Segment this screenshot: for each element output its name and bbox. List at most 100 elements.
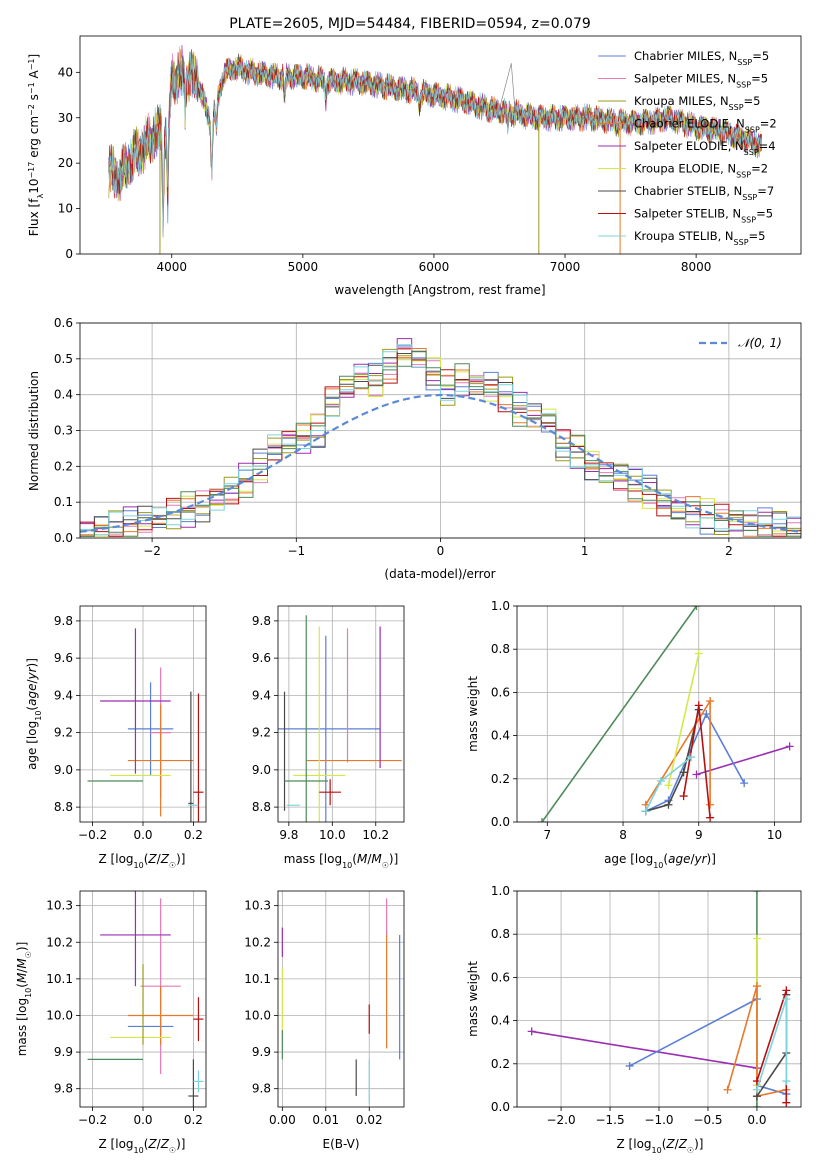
y-axis-label: mass weight (466, 961, 480, 1037)
spectrum-axes: 4000 5000 6000 7000 8000 0 10 20 30 40 (58, 65, 712, 274)
text-span: =5 (752, 49, 769, 63)
legend-label: Chabrier STELIB, NSSP=7 (634, 184, 774, 202)
series-marker (752, 891, 761, 895)
y-tick-label: 9.6 (54, 651, 73, 665)
text-span: Salpeter STELIB, N (634, 207, 741, 221)
text-span: A (27, 69, 41, 82)
text-span: ] (27, 54, 41, 59)
x-tick-label: 0.0 (133, 828, 152, 842)
text-span: ☉ (24, 951, 33, 958)
y-axis-label: mass [log10(M/M☉)] (15, 942, 33, 1057)
y-tick-label: 0.8 (491, 642, 510, 656)
text-span: Z [log (617, 1137, 652, 1151)
x-tick-label: 10.2 (362, 828, 389, 842)
x-tick-label: 2 (725, 544, 733, 558)
histogram-step-green (80, 351, 801, 537)
text-span: Chabrier MILES, N (634, 49, 737, 63)
series-line (645, 709, 700, 812)
text-span: 10 (342, 861, 352, 870)
x-axis-label: wavelength [Angstrom, rest frame] (334, 283, 545, 297)
y-axis-label: mass weight (466, 676, 480, 752)
legend-label: Kroupa MILES, NSSP=5 (634, 94, 760, 112)
x-tick-label: 9.8 (279, 828, 298, 842)
text-span: Z (147, 1137, 157, 1151)
text-span: Z (160, 852, 170, 866)
y-tick-label: 10.1 (46, 972, 73, 986)
series-marker (702, 710, 711, 718)
x-tick-label: 10.0 (319, 828, 346, 842)
x-tick-label: −0.2 (78, 1113, 107, 1127)
y-tick-label: 9.9 (54, 1045, 73, 1059)
text-span: s (27, 94, 41, 104)
text-span: ☉ (382, 861, 389, 870)
text-span: mass [log (15, 998, 29, 1056)
errorbar-axes: −0.2 0.0 0.2 8.8 9.0 9.2 9.4 9.6 9.8 (54, 606, 206, 842)
text-span: 10 (27, 179, 41, 194)
text-span: =2 (751, 162, 768, 176)
y-tick-label: 0.5 (54, 352, 73, 366)
series-marker (782, 995, 791, 1003)
y-tick-label: 0.1 (54, 495, 73, 509)
y-tick-label: 30 (58, 111, 73, 125)
text-span: / (157, 1137, 162, 1151)
text-span: SSP (736, 170, 751, 179)
text-span: ( (15, 983, 29, 988)
x-axis-label: age [log10(age/yr)] (604, 852, 716, 870)
text-span: SSP (745, 125, 760, 134)
legend-label: Chabrier ELODIE, NSSP=2 (634, 117, 777, 135)
axes-frame (79, 322, 802, 539)
x-tick-label: 0.00 (269, 1113, 296, 1127)
x-axis-label: E(B-V) (322, 1137, 359, 1151)
series-marker (664, 800, 673, 809)
text-span: age (668, 852, 690, 866)
x-tick-label: −2 (143, 544, 161, 558)
y-tick-label: 10 (58, 202, 73, 216)
text-span: Z [log (99, 852, 134, 866)
y-axis-label: Flux [fλ10−17 erg cm−2 s−1 A−1] (27, 54, 45, 236)
x-axis-label: (data-model)/error (384, 567, 495, 581)
axes-frame (516, 605, 802, 823)
y-tick-label: 9.0 (54, 763, 73, 777)
y-tick-label: 9.8 (54, 1082, 73, 1096)
text-span: Salpeter MILES, N (634, 72, 736, 86)
plot-area (527, 891, 791, 1107)
text-span: Z (160, 1137, 170, 1151)
text-span: SSP (734, 238, 749, 247)
y-tick-label: 0.4 (54, 388, 73, 402)
y-tick-label: 10.2 (244, 935, 271, 949)
x-tick-label: 5000 (288, 260, 319, 274)
y-tick-label: 9.4 (252, 688, 271, 702)
legend-label: Chabrier MILES, NSSP=5 (634, 49, 769, 67)
text-span: M (371, 852, 382, 866)
massweight-axes: −2.0 −1.5 −1.0 −0.5 0.0 0.0 0.2 0.4 0.6 0.8 1.0 (491, 884, 801, 1127)
text-span: M (357, 852, 368, 866)
text-span: Kroupa ELODIE, N (634, 162, 736, 176)
x-axis-label: Z [log10(Z/Z☉)] (99, 852, 186, 870)
series-line (531, 1030, 758, 1069)
x-tick-label: 0.02 (356, 1113, 383, 1127)
text-span: mass [log (284, 852, 342, 866)
series-marker (537, 818, 546, 822)
plot-area (108, 44, 763, 254)
x-tick-label: −1.0 (644, 1113, 673, 1127)
text-span: 10 (24, 988, 33, 998)
x-tick-label: 8 (619, 828, 627, 842)
y-tick-label: 10.0 (46, 1008, 73, 1022)
text-span: / (690, 852, 695, 866)
series-marker (782, 986, 791, 995)
x-axis-label: mass [log10(M/M☉)] (284, 852, 399, 870)
y-tick-label: 40 (58, 65, 73, 79)
text-span: −1 (27, 82, 36, 94)
y-tick-label: 9.2 (54, 726, 73, 740)
series-marker (723, 1085, 732, 1094)
text-span: Kroupa MILES, N (634, 94, 729, 108)
x-tick-label: 7 (543, 828, 551, 842)
series-line (756, 998, 788, 1090)
text-span: =4 (759, 139, 776, 153)
text-span: =5 (751, 72, 768, 86)
text-span: =5 (749, 229, 766, 243)
y-tick-label: 0.6 (491, 970, 510, 984)
axes-frame (79, 605, 207, 823)
text-span: M (15, 972, 29, 983)
